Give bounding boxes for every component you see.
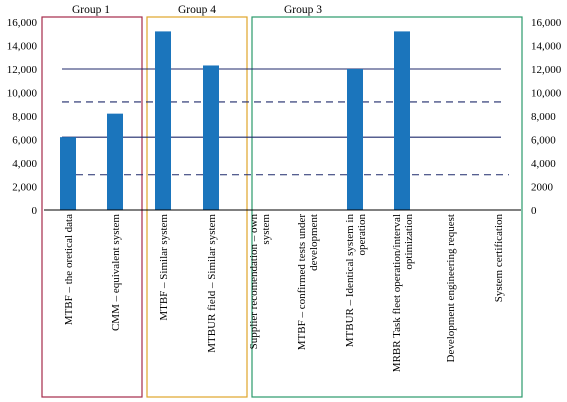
y-tick-label: 12,000 bbox=[7, 64, 38, 76]
y-tick-label: 14,000 bbox=[7, 41, 38, 53]
y-tick-label-right: 16,000 bbox=[531, 17, 562, 29]
y-tick-label: 6,000 bbox=[12, 135, 37, 147]
bar bbox=[394, 31, 410, 211]
y-tick-label-right: 4,000 bbox=[531, 158, 556, 170]
y-tick-label-right: 2000 bbox=[531, 182, 554, 194]
bar bbox=[347, 69, 363, 210]
y-tick-label-right: 14,000 bbox=[531, 41, 562, 53]
bar bbox=[155, 31, 171, 211]
x-category-label: system bbox=[260, 214, 272, 245]
y-tick-label: 10,000 bbox=[7, 88, 38, 100]
group-title: Group 3 bbox=[284, 4, 322, 16]
x-category-label: Supplier recomendation – own bbox=[248, 214, 260, 350]
y-tick-label: 8,000 bbox=[12, 111, 37, 123]
x-category-label: development bbox=[308, 214, 320, 271]
x-category-label: MRBR Task fleet operation/interval bbox=[391, 214, 403, 372]
x-category-label: System certification bbox=[493, 214, 505, 303]
x-category-label: MTBF – confirmed tests under bbox=[296, 214, 308, 351]
x-category-label: MTBUR field – Similar system bbox=[206, 214, 218, 353]
y-tick-label: 16,000 bbox=[7, 17, 38, 29]
bar bbox=[203, 65, 219, 210]
y-tick-label-right: 12,000 bbox=[531, 64, 562, 76]
x-category-label: Development engineering request bbox=[445, 214, 457, 362]
y-axis-left: 0 2,000 4,000 6,000 8,000 10,000 12,000 14,000 1… bbox=[7, 17, 38, 217]
bar bbox=[60, 137, 76, 210]
group-box bbox=[146, 16, 248, 398]
group-title: Group 4 bbox=[178, 4, 216, 16]
group-box bbox=[41, 16, 143, 398]
y-tick-label-right: 8,000 bbox=[531, 111, 556, 123]
group-title: Group 1 bbox=[72, 4, 110, 16]
group-box bbox=[251, 16, 523, 398]
y-tick-label: 0 bbox=[32, 205, 38, 217]
bars bbox=[44, 31, 521, 211]
x-category-label: operation bbox=[356, 214, 368, 256]
y-tick-label-right: 6,000 bbox=[531, 135, 556, 147]
x-category-label: optimization bbox=[403, 214, 415, 270]
y-tick-label: 2,000 bbox=[12, 182, 37, 194]
group-boxes: Group 1 Group 4 Group 3 bbox=[41, 4, 523, 398]
y-axis-right: 0 2000 4,000 6,000 8,000 10,000 12,000 14,000 16… bbox=[531, 17, 562, 217]
x-category-label: CMM – equivalent system bbox=[110, 214, 122, 331]
y-tick-label-right: 10,000 bbox=[531, 88, 562, 100]
y-tick-label: 4,000 bbox=[12, 158, 37, 170]
reference-lines bbox=[62, 68, 509, 176]
bar bbox=[107, 113, 123, 210]
x-category-label: MTBF – the oretical data bbox=[63, 214, 75, 325]
x-category-label: MTBF – Similar system bbox=[158, 214, 170, 321]
x-axis-labels: MTBF – the oretical data CMM – equivalent… bbox=[63, 214, 505, 373]
x-category-label: MTBUR – Identical system in bbox=[344, 214, 356, 348]
y-tick-label-right: 0 bbox=[531, 205, 537, 217]
